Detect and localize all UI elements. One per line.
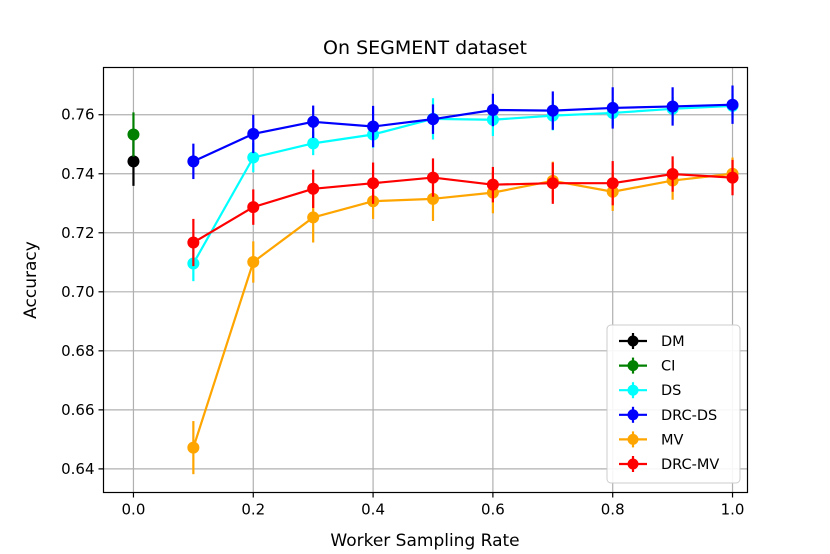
legend-entry-drc-ds: DRC-DS bbox=[619, 406, 717, 424]
y-tick-label: 0.64 bbox=[61, 460, 94, 478]
y-tick-label: 0.66 bbox=[61, 401, 94, 419]
x-axis-label: Worker Sampling Rate bbox=[330, 531, 519, 551]
data-point-mv bbox=[187, 441, 200, 454]
axis-ticks: 0.0 0.2 0.4 0.6 0.8 1.0 0.64 0.66 0.68 0.70 0.72 0.… bbox=[61, 106, 744, 519]
data-point-drc-ds bbox=[247, 127, 260, 140]
y-tick-label: 0.72 bbox=[61, 224, 94, 242]
data-point-drc-mv bbox=[666, 168, 679, 181]
x-tick-label: 0.6 bbox=[481, 501, 505, 519]
data-point-drc-mv bbox=[187, 236, 200, 249]
series-drc-ds bbox=[187, 85, 739, 180]
data-point-ds bbox=[307, 137, 320, 150]
y-tick-label: 0.68 bbox=[61, 342, 94, 360]
legend-label-ds: DS bbox=[661, 383, 681, 399]
series-line-mv bbox=[192, 172, 733, 448]
data-point-drc-ds bbox=[546, 104, 559, 117]
legend-marker-mv bbox=[627, 433, 639, 445]
x-tick-label: 1.0 bbox=[721, 501, 745, 519]
legend-label-dm: DM bbox=[661, 334, 685, 350]
series-line-drc-ds bbox=[192, 103, 733, 163]
data-point-drc-mv bbox=[247, 201, 260, 214]
data-point-drc-mv bbox=[426, 171, 439, 184]
legend-entry-ci: CI bbox=[619, 357, 675, 375]
data-point-mv bbox=[307, 211, 320, 224]
legend-label-drc-ds: DRC-DS bbox=[661, 408, 717, 424]
data-point-drc-ds bbox=[666, 100, 679, 113]
legend-marker-drc-mv bbox=[627, 458, 639, 470]
data-point-drc-mv bbox=[486, 178, 499, 191]
legend-entry-drc-mv: DRC-MV bbox=[619, 456, 719, 473]
legend-marker-ci bbox=[627, 360, 639, 372]
series-line-ds bbox=[192, 104, 733, 265]
y-tick-label: 0.70 bbox=[61, 283, 94, 301]
data-point-mv bbox=[247, 255, 260, 268]
data-point-ds bbox=[247, 151, 260, 164]
legend: DM CI DS DRC-DS MV DRC-MV bbox=[606, 324, 741, 484]
plot-frame bbox=[102, 66, 749, 494]
x-tick-label: 0.0 bbox=[122, 501, 146, 519]
data-point-drc-mv bbox=[606, 177, 619, 190]
plot-series bbox=[127, 85, 739, 475]
legend-entry-dm: DM bbox=[619, 333, 685, 350]
chart-title: On SEGMENT dataset bbox=[323, 37, 527, 59]
y-tick-label: 0.76 bbox=[61, 106, 94, 124]
x-tick-label: 0.8 bbox=[601, 501, 625, 519]
data-point-ci bbox=[127, 128, 140, 141]
legend-marker-ds bbox=[627, 384, 639, 396]
legend-label-ci: CI bbox=[661, 359, 675, 375]
data-point-dm bbox=[127, 155, 140, 168]
legend-entry-ds: DS bbox=[619, 382, 681, 399]
series-drc-mv bbox=[187, 156, 739, 267]
data-point-drc-mv bbox=[546, 177, 559, 190]
data-point-drc-ds bbox=[726, 98, 739, 111]
series-ds bbox=[187, 94, 739, 282]
data-point-mv bbox=[426, 192, 439, 205]
legend-label-drc-mv: DRC-MV bbox=[661, 457, 719, 473]
legend-label-mv: MV bbox=[661, 432, 684, 448]
data-point-drc-mv bbox=[367, 177, 380, 190]
data-point-drc-ds bbox=[426, 113, 439, 126]
legend-entry-mv: MV bbox=[619, 431, 684, 448]
y-axis-label: Accuracy bbox=[21, 241, 41, 319]
x-tick-label: 0.4 bbox=[361, 501, 385, 519]
data-point-drc-ds bbox=[486, 104, 499, 116]
series-ci bbox=[127, 112, 140, 157]
data-point-drc-ds bbox=[606, 101, 619, 114]
series-line-drc-mv bbox=[192, 172, 733, 244]
x-tick-label: 0.2 bbox=[241, 501, 265, 519]
legend-marker-drc-ds bbox=[627, 409, 639, 421]
data-point-drc-mv bbox=[726, 171, 739, 184]
data-point-drc-ds bbox=[367, 120, 380, 133]
data-point-drc-mv bbox=[307, 182, 320, 195]
data-point-drc-ds bbox=[307, 115, 320, 128]
y-tick-label: 0.74 bbox=[61, 165, 94, 183]
legend-marker-dm bbox=[627, 335, 639, 347]
data-point-drc-ds bbox=[187, 155, 200, 168]
